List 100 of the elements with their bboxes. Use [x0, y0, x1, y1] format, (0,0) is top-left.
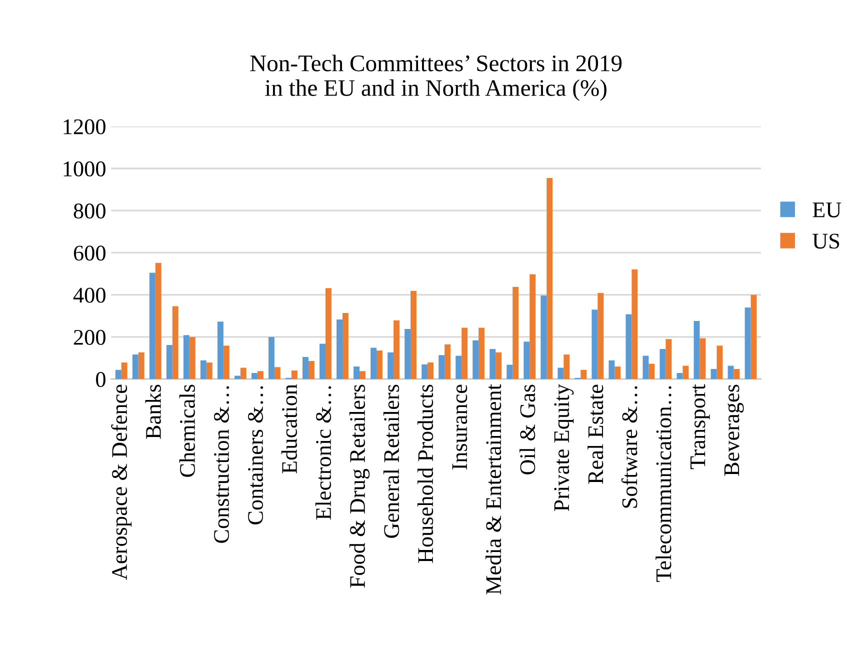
x-tick-label: Transport	[690, 384, 710, 470]
x-tick-label: Telecommunication…	[656, 386, 672, 582]
bar	[648, 364, 655, 380]
y-tick-label: 600	[74, 246, 106, 261]
bar	[206, 362, 212, 380]
bar	[496, 352, 502, 380]
bar	[444, 344, 451, 380]
y-tick-label: 800	[74, 204, 106, 219]
bar	[138, 352, 144, 380]
bar	[320, 344, 326, 380]
bar	[660, 348, 666, 380]
x-tick-label: Real Estate	[588, 384, 604, 484]
x-tick-label: Insurance	[452, 384, 468, 470]
y-tick-label: 200	[74, 330, 106, 345]
bar	[506, 364, 513, 380]
bar	[234, 376, 240, 380]
bar	[462, 328, 468, 380]
x-tick-label: Private Equity	[554, 384, 574, 512]
bar	[422, 364, 428, 380]
bar	[308, 360, 314, 380]
y-tick-label: 400	[73, 288, 106, 303]
bar	[564, 354, 570, 380]
bar	[580, 370, 587, 380]
bar	[183, 335, 190, 380]
bar	[478, 328, 485, 380]
bar	[694, 320, 700, 380]
bar	[592, 310, 598, 380]
bar	[291, 370, 298, 380]
x-tick-label: Aerospace & Defence	[111, 384, 132, 580]
bar	[251, 372, 258, 380]
bar	[217, 322, 224, 380]
bar	[240, 368, 246, 380]
bar	[608, 360, 615, 380]
bar	[325, 288, 332, 380]
x-tick-label: Electronic &…	[315, 386, 332, 520]
bar	[360, 371, 366, 380]
bar	[342, 312, 348, 380]
bar	[676, 372, 683, 380]
bar	[642, 356, 649, 380]
bar	[336, 319, 342, 380]
bar	[716, 346, 723, 380]
y-tick-label: 0	[96, 372, 106, 388]
bar	[598, 292, 604, 380]
bar	[302, 356, 308, 380]
x-tick-label: General Retailers	[383, 384, 400, 538]
bar	[438, 355, 445, 380]
bar	[546, 178, 553, 380]
x-tick-label: Containers &…	[248, 386, 264, 524]
bar	[626, 314, 632, 380]
y-tick-label: 1200	[64, 119, 106, 134]
bar	[456, 356, 462, 380]
x-tick-label: Beverages	[724, 384, 744, 476]
bar	[166, 344, 172, 380]
bar	[274, 367, 280, 380]
bar	[155, 262, 162, 380]
bar	[734, 368, 740, 380]
y-tick-label: 1000	[64, 161, 106, 176]
bar	[404, 328, 411, 380]
bar	[728, 366, 734, 380]
bar	[388, 352, 394, 380]
bar	[530, 274, 536, 380]
bar	[257, 371, 264, 380]
bar	[200, 360, 206, 380]
bar	[744, 307, 751, 380]
bar	[472, 340, 479, 380]
bar	[540, 295, 547, 380]
bar	[189, 336, 196, 380]
x-tick-label: Education	[281, 384, 298, 474]
x-tick-label: Household Products	[417, 384, 434, 563]
bar	[428, 362, 434, 380]
bar	[710, 368, 717, 380]
bar	[268, 336, 274, 380]
bar	[121, 362, 128, 380]
bar	[394, 320, 400, 380]
bar	[524, 342, 530, 380]
chart-title: Non-Tech Committees’ Sectors in 2019 in the EU and in North America (%)	[250, 54, 622, 101]
bar	[354, 366, 360, 380]
bar	[682, 366, 689, 380]
x-tick-label: Software &…	[621, 386, 638, 508]
bar	[376, 350, 382, 380]
bar	[172, 306, 178, 380]
legend-label: EU	[812, 202, 842, 218]
bar	[149, 272, 156, 380]
x-tick-label: Construction &…	[214, 386, 230, 543]
bar	[700, 338, 706, 380]
x-tick-label: Food & Drug Retailers	[349, 384, 370, 588]
bar	[750, 294, 757, 380]
bar	[614, 366, 621, 380]
x-tick-label: Oil & Gas	[520, 384, 536, 474]
bar	[666, 339, 672, 380]
bar	[223, 346, 230, 380]
x-tick-label: Banks	[145, 384, 161, 439]
bar	[115, 370, 122, 380]
legend-label: US	[812, 234, 840, 249]
x-tick-label: Chemicals	[179, 384, 195, 477]
bar	[632, 269, 638, 380]
bar	[490, 348, 496, 380]
bar	[558, 368, 564, 380]
bar	[370, 348, 377, 380]
bar	[410, 290, 416, 380]
